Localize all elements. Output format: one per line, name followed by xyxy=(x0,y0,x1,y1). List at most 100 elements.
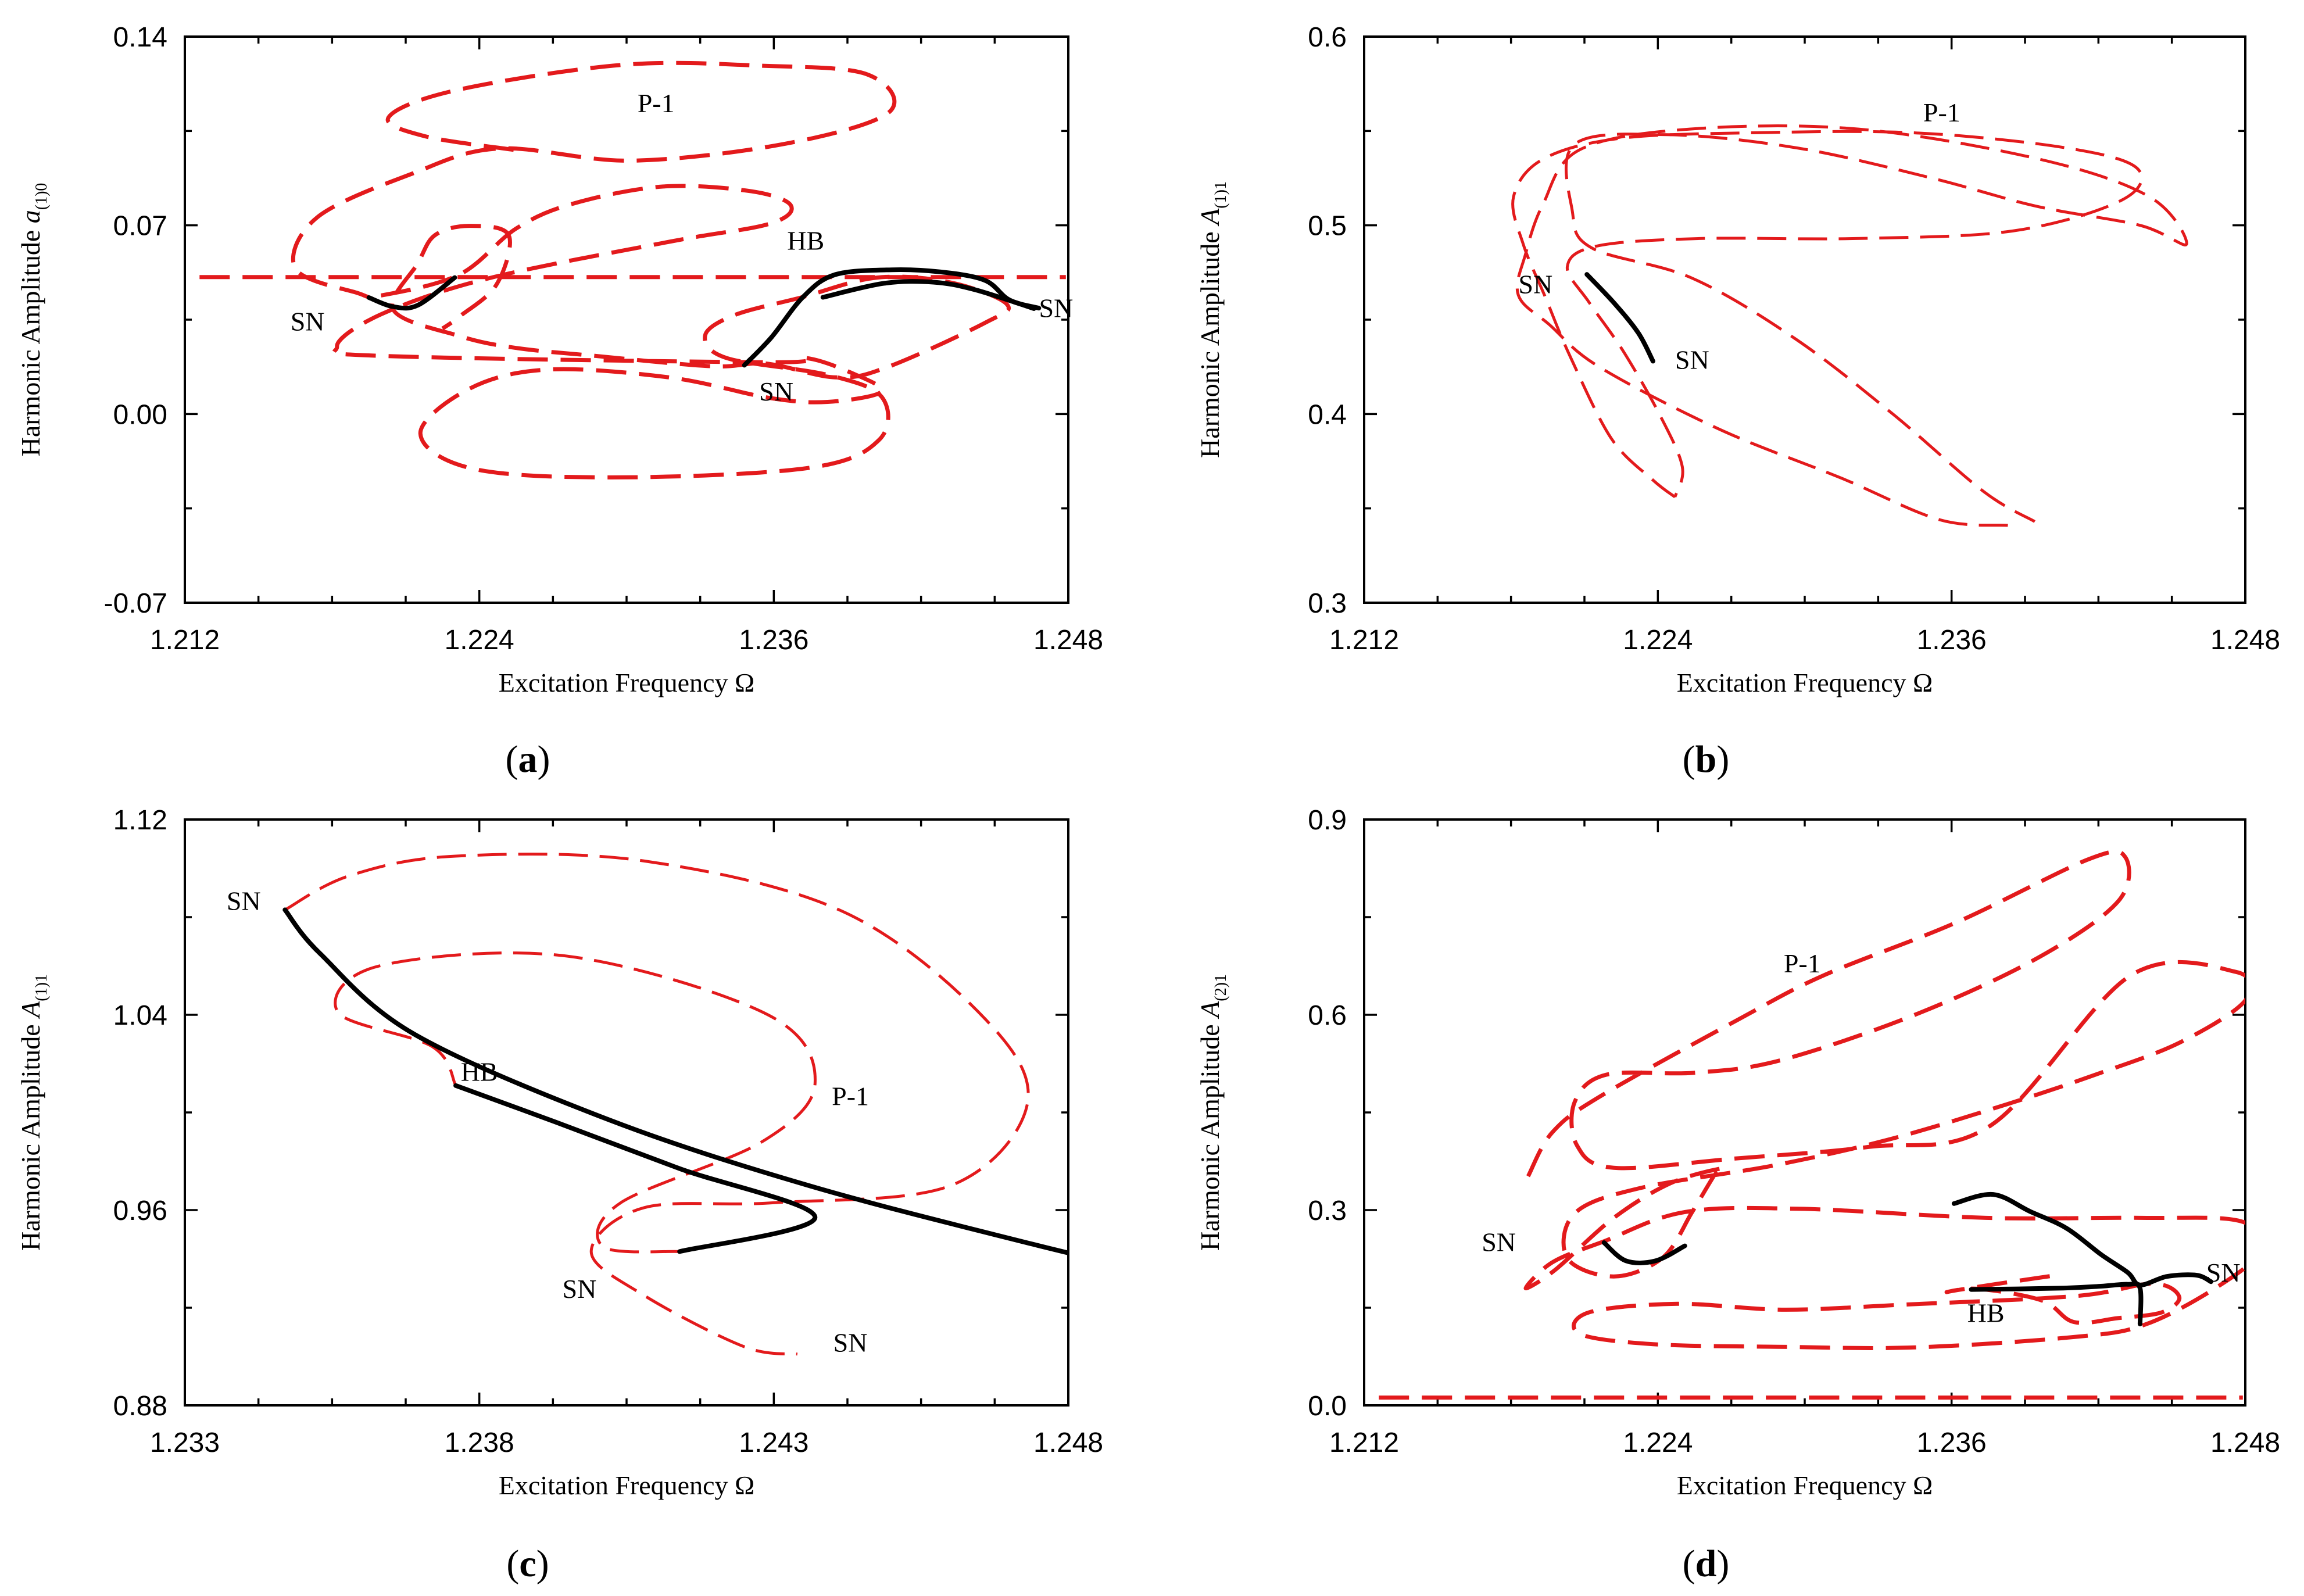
y-axis-label-text-b: Harmonic Amplitude xyxy=(1195,225,1225,458)
series-b-unstable-loop-2 xyxy=(1515,124,2188,527)
plot-area-c xyxy=(282,852,1068,1356)
panel-label-c: (c) xyxy=(506,1543,549,1585)
x-tick-label-d-0: 1.212 xyxy=(1329,1427,1399,1458)
y-tick-label-a-3: 0.14 xyxy=(113,22,167,53)
x-axis-label-b: Excitation Frequency Ω xyxy=(1677,668,1933,697)
y-tick-label-a-2: 0.07 xyxy=(113,211,167,242)
y-axis-label-a: Harmonic Amplitude a(1)0 xyxy=(16,183,51,457)
x-tick-label-c-3: 1.248 xyxy=(1033,1427,1103,1458)
y-tick-label-b-0: 0.3 xyxy=(1308,588,1347,619)
y-tick-label-b-1: 0.4 xyxy=(1308,399,1347,430)
y-axis-label-text-a: Harmonic Amplitude xyxy=(16,223,45,456)
y-tick-label-c-1: 0.96 xyxy=(113,1196,167,1226)
panel-label-letter-d: d xyxy=(1695,1543,1717,1585)
stable-d-stable-hb-lower xyxy=(1969,1281,2144,1326)
annotation-a-3: SN xyxy=(759,377,793,406)
y-tick-label-d-1: 0.3 xyxy=(1308,1196,1347,1226)
panel-label-open-c: ( xyxy=(506,1543,519,1585)
y-axis-label-subscript-a: (1)0 xyxy=(33,183,51,210)
panel-label-d: (d) xyxy=(1683,1543,1730,1585)
y-axis-label-b: Harmonic Amplitude A(1)1 xyxy=(1195,181,1230,458)
x-tick-label-a-0: 1.212 xyxy=(150,625,220,656)
x-axis-label-c: Excitation Frequency Ω xyxy=(499,1470,754,1500)
y-tick-label-d-3: 0.9 xyxy=(1308,805,1347,836)
y-axis-label-symbol-c: A xyxy=(16,1001,45,1019)
chart-panel-b: 1.212 1.224 1.236 1.248 0.3 0.4 0.5 0.6 P-1 SN SN E… xyxy=(1195,22,2280,781)
stable-b-stable-sn-segment xyxy=(1584,272,1655,364)
x-tick-label-d-1: 1.224 xyxy=(1623,1427,1693,1458)
y-axis-label-text-c: Harmonic Amplitude xyxy=(16,1018,45,1251)
panel-label-open-a: ( xyxy=(506,738,518,781)
y-tick-label-c-2: 1.04 xyxy=(113,1000,167,1031)
annotation-b-2: SN xyxy=(1675,345,1709,374)
annotation-c-1: HB xyxy=(461,1057,498,1086)
chart-panel-a: 1.212 1.224 1.236 1.248 -0.07 0.00 0.07 0.14 P-1… xyxy=(16,22,1103,781)
x-axis-label-d: Excitation Frequency Ω xyxy=(1677,1470,1933,1500)
y-axis-label-subscript-d: (2)1 xyxy=(1212,974,1230,1001)
y-tick-label-c-3: 1.12 xyxy=(113,805,167,836)
series-a-stable-hb-lower xyxy=(820,279,1036,311)
annotation-a-2: SN xyxy=(291,307,325,337)
y-axis-label-symbol-a: a xyxy=(16,210,45,223)
plot-area-d xyxy=(1379,849,2245,1400)
plot-frame-c xyxy=(184,818,1069,1407)
series-a-unstable-branch xyxy=(291,60,1011,479)
annotation-c-2: P-1 xyxy=(832,1081,869,1111)
panel-label-letter-c: c xyxy=(519,1543,536,1585)
x-tick-label-b-3: 1.248 xyxy=(2210,625,2280,656)
annotation-d-0: P-1 xyxy=(1784,949,1821,978)
y-axis-label-c: Harmonic Amplitude A(1)1 xyxy=(16,974,51,1251)
panel-label-a: (a) xyxy=(506,738,550,781)
x-tick-label-c-2: 1.243 xyxy=(739,1427,808,1458)
plot-frame-b xyxy=(1363,35,2246,604)
y-axis-label-symbol-b: A xyxy=(1195,208,1225,227)
panel-label-close-b: ) xyxy=(1716,738,1729,781)
plot-area-a xyxy=(199,60,1066,479)
series-a-stable-hb-upper xyxy=(742,267,1042,368)
y-axis-label-text-d: Harmonic Amplitude xyxy=(1195,1018,1225,1251)
x-tick-label-b-1: 1.224 xyxy=(1623,625,1693,656)
x-axis-label-a: Excitation Frequency Ω xyxy=(499,668,754,697)
annotation-d-2: HB xyxy=(1967,1298,2005,1328)
annotation-c-0: SN xyxy=(227,886,261,915)
y-tick-label-a-0: -0.07 xyxy=(104,588,167,619)
annotation-d-3: SN xyxy=(2206,1258,2241,1287)
annotation-c-4: SN xyxy=(833,1328,868,1358)
panel-label-open-b: ( xyxy=(1683,738,1695,781)
y-tick-label-b-2: 0.5 xyxy=(1308,211,1347,242)
plot-area-b xyxy=(1511,124,2188,527)
y-axis-label-d: Harmonic Amplitude A(2)1 xyxy=(1195,974,1230,1251)
series-b-unstable-loop-1 xyxy=(1511,130,2144,499)
y-tick-label-a-1: 0.00 xyxy=(113,399,167,430)
y-tick-label-c-0: 0.88 xyxy=(113,1391,167,1422)
stable-d-stable-hb-upper xyxy=(1951,1191,2213,1287)
annotation-a-4: SN xyxy=(1039,293,1073,323)
panel-label-close-d: ) xyxy=(1716,1543,1729,1585)
chart-panel-d: 1.212 1.224 1.236 1.248 0.0 0.3 0.6 0.9 P-1 SN HB S… xyxy=(1195,805,2280,1585)
series-d-unstable-branch xyxy=(1523,849,2245,1350)
stable-d-stable-sn-low xyxy=(1601,1240,1687,1265)
x-tick-label-b-0: 1.212 xyxy=(1329,625,1399,656)
x-tick-label-d-2: 1.236 xyxy=(1917,1427,1987,1458)
annotation-d-1: SN xyxy=(1482,1228,1516,1257)
x-tick-label-a-1: 1.224 xyxy=(445,625,514,656)
y-tick-label-d-0: 0.0 xyxy=(1308,1391,1347,1422)
y-tick-label-b-3: 0.6 xyxy=(1308,22,1347,53)
panel-label-close-c: ) xyxy=(536,1543,549,1585)
annotation-c-3: SN xyxy=(563,1274,597,1304)
annotation-a-0: P-1 xyxy=(638,88,675,118)
stable-c-stable-hb-branch xyxy=(453,1083,818,1254)
series-c-unstable-inner xyxy=(334,951,817,1254)
series-c-unstable-outer xyxy=(284,852,1030,1356)
x-tick-label-a-2: 1.236 xyxy=(739,625,808,656)
x-tick-label-c-1: 1.238 xyxy=(445,1427,514,1458)
annotation-a-1: HB xyxy=(787,226,824,255)
panel-label-letter-b: b xyxy=(1695,738,1717,781)
panel-label-close-a: ) xyxy=(538,738,550,781)
panel-label-b: (b) xyxy=(1683,738,1730,781)
panel-label-open-d: ( xyxy=(1683,1543,1695,1585)
x-tick-label-b-2: 1.236 xyxy=(1917,625,1987,656)
panel-label-letter-a: a xyxy=(518,738,538,781)
x-tick-label-d-3: 1.248 xyxy=(2210,1427,2280,1458)
